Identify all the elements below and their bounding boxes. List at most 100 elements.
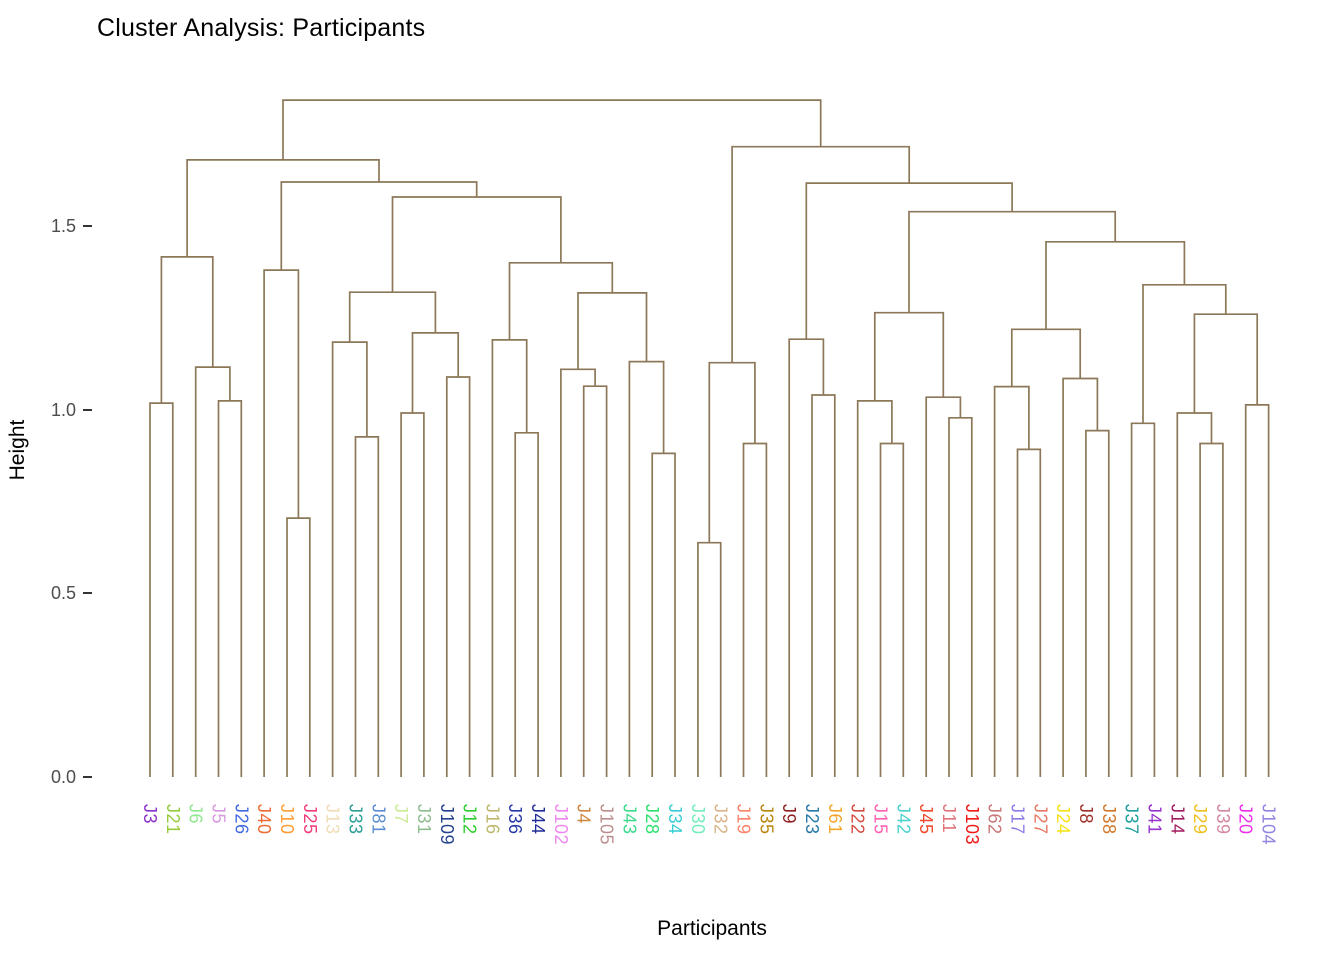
dendrogram-branch (1142, 283, 1227, 424)
dendrogram-branch (263, 269, 300, 777)
y-tick-mark (83, 592, 92, 595)
leaf-label-J28: J28 (642, 804, 663, 835)
leaf-label-J19: J19 (733, 804, 754, 835)
dendrogram-branch (491, 339, 528, 777)
dendrogram-branch (1199, 442, 1224, 777)
leaf-label-J39: J39 (1212, 804, 1233, 835)
leaf-label-J42: J42 (893, 804, 914, 835)
leaf-label-J25: J25 (299, 804, 320, 835)
leaf-label-J4: J4 (573, 804, 594, 825)
dendrogram-branch (560, 368, 596, 777)
leaf-label-J45: J45 (916, 804, 937, 835)
dendrogram-branch (1016, 448, 1042, 777)
leaf-label-J35: J35 (756, 804, 777, 835)
dendrogram-branch (628, 360, 665, 777)
leaf-label-J3: J3 (140, 804, 160, 825)
dendrogram-branch (873, 311, 945, 401)
leaf-label-J29: J29 (1190, 804, 1211, 835)
dendrogram-branch (742, 442, 768, 777)
plot-title: Cluster Analysis: Participants (97, 14, 426, 42)
x-axis-title: Participants (657, 917, 767, 940)
leaf-label-J37: J37 (1121, 804, 1142, 835)
dendrogram-branch (811, 394, 836, 777)
y-tick-label: 1.0 (50, 399, 76, 420)
dendrogram-branch (331, 341, 368, 777)
dendrogram-branch (908, 210, 1117, 313)
leaf-label-J12: J12 (459, 804, 480, 835)
leaf-label-J102: J102 (550, 804, 571, 846)
leaf-label-J7: J7 (391, 804, 412, 825)
leaf-label-J17: J17 (1007, 804, 1028, 835)
dendrogram-branch (149, 402, 174, 777)
leaf-label-J104: J104 (1258, 804, 1279, 846)
leaf-label-J16: J16 (482, 804, 503, 835)
leaf-label-J43: J43 (619, 804, 640, 835)
leaf-label-J36: J36 (505, 804, 526, 835)
leaf-label-J8: J8 (1075, 804, 1096, 825)
dendrogram-branch (445, 376, 471, 777)
dendrogram-branch (925, 396, 962, 777)
leaf-label-J14: J14 (1167, 804, 1188, 835)
y-tick-mark (83, 408, 92, 411)
dendrogram-branch (993, 385, 1030, 777)
dendrogram-branch (514, 431, 539, 777)
leaf-label-J9: J9 (779, 804, 800, 825)
leaf-label-J34: J34 (665, 804, 686, 835)
dendrogram-branch (411, 332, 460, 413)
dendrogram-branch (217, 400, 243, 777)
dendrogram-branch (1085, 429, 1110, 777)
leaf-label-J105: J105 (596, 804, 617, 846)
leaf-label-J41: J41 (1144, 804, 1165, 835)
leaf-label-J5: J5 (208, 804, 229, 825)
dendrogram-branch (879, 442, 905, 777)
leaf-label-J30: J30 (687, 804, 708, 835)
leaf-label-J6: J6 (185, 804, 206, 825)
dendrogram-branch (1062, 377, 1099, 777)
y-tick-label: 0.5 (50, 583, 76, 604)
dendrogram-branch (348, 291, 437, 343)
y-tick-mark (83, 225, 92, 228)
leaf-label-J23: J23 (802, 804, 822, 835)
y-tick-mark (83, 776, 92, 778)
dendrogram-branch (1176, 412, 1213, 777)
dendrogram-branch (508, 261, 614, 340)
leaf-label-J32: J32 (710, 804, 731, 835)
dendrogram-branch (194, 366, 231, 777)
leaf-label-J38: J38 (1098, 804, 1119, 835)
dendrogram-branch (282, 99, 822, 160)
leaf-label-J11: J11 (938, 804, 959, 834)
leaf-label-J62: J62 (984, 804, 1005, 835)
y-tick-label: 0.0 (50, 767, 76, 787)
leaf-label-J103: J103 (961, 804, 982, 846)
leaf-label-J20: J20 (1235, 804, 1256, 835)
leaf-label-J61: J61 (824, 804, 845, 835)
y-tick-label: 1.5 (50, 216, 76, 237)
leaf-label-J10: J10 (276, 804, 297, 835)
dendrogram-branch (1193, 313, 1259, 413)
leaf-label-J33: J33 (345, 804, 366, 835)
dendrogram-branch (400, 412, 425, 777)
dendrogram-branch (788, 338, 825, 777)
leaf-label-J44: J44 (528, 804, 549, 835)
leaf-label-J21: J21 (162, 804, 183, 835)
dendrogram-branch (731, 145, 911, 363)
dendrogram-branch (577, 292, 648, 370)
leaf-label-J81: J81 (368, 804, 389, 835)
leaf-label-J15: J15 (870, 804, 891, 835)
leaf-label-J26: J26 (231, 804, 252, 835)
dendrogram-branch (391, 196, 562, 293)
dendrogram-branch (286, 517, 311, 777)
leaf-label-J13: J13 (322, 804, 343, 835)
dendrogram-branch (354, 436, 380, 777)
dendrogram-branch (856, 400, 893, 777)
dendrogram-branch (582, 385, 608, 777)
dendrogram-branch (280, 181, 478, 271)
dendrogram-branch (160, 256, 214, 404)
leaf-label-J40: J40 (254, 804, 275, 835)
leaf-label-J27: J27 (1030, 804, 1051, 835)
dendrogram-branch (948, 416, 973, 777)
dendrogram-branch (1130, 422, 1156, 777)
dendrogram-branch (708, 361, 756, 543)
